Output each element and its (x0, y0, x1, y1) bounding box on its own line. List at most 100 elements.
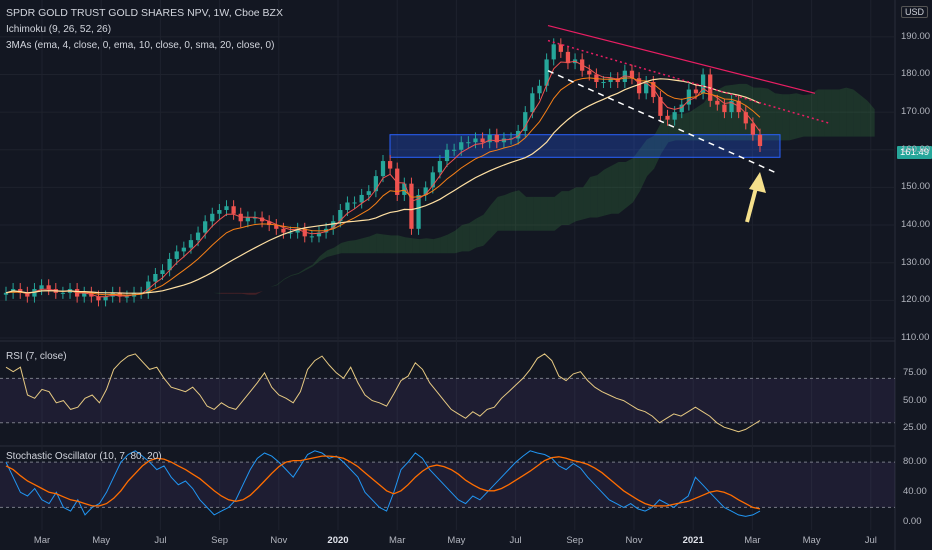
candle-body (267, 221, 272, 226)
rsi-legend[interactable]: RSI (7, close) (6, 351, 67, 362)
candle-body (195, 232, 201, 241)
stoch-d-line (5, 455, 761, 510)
candle-body (288, 232, 293, 234)
rsi-axis-label: 50.00 (903, 394, 927, 406)
stochastic-axis-label: 80.00 (903, 456, 927, 468)
time-axis-label: Jul (509, 535, 522, 546)
candle-body (18, 289, 23, 293)
candle-body (615, 78, 620, 82)
candle-body (373, 176, 379, 192)
time-axis-label: Jul (864, 535, 877, 546)
candle-body (487, 134, 492, 143)
candle-body (608, 78, 613, 82)
candle-body (587, 70, 592, 75)
candle-body (551, 44, 556, 60)
candle-body (252, 217, 258, 219)
chart-title: SPDR GOLD TRUST GOLD SHARES NPV, 1W, Cbo… (6, 7, 283, 19)
candle-body (644, 82, 649, 94)
price-axis-label: 190.00 (901, 30, 931, 42)
candle-body (210, 213, 215, 222)
candle-body (544, 59, 549, 86)
candle-body (636, 78, 642, 94)
stochastic-panel (0, 450, 895, 517)
currency-badge[interactable]: USD (900, 6, 928, 18)
candle-body (651, 82, 656, 98)
mas-legend[interactable]: 3MAs (ema, 4, close, 0, ema, 10, close, … (6, 40, 275, 51)
candle-body (82, 292, 87, 297)
candle-body (523, 112, 528, 131)
arrow-annotation (745, 172, 766, 223)
candle-body (39, 285, 44, 290)
candle-body (409, 183, 414, 229)
chart-grid (0, 0, 896, 550)
price-axis-label: 140.00 (901, 219, 931, 231)
arrow-head (749, 172, 766, 193)
candle-body (629, 70, 635, 79)
candle-body (700, 74, 706, 94)
candle-body (60, 292, 66, 294)
candle-body (437, 161, 443, 173)
candle-body (757, 134, 763, 146)
time-axis-label: Mar (33, 535, 51, 546)
candle-body (416, 194, 421, 229)
candle-body (245, 217, 250, 222)
candle-body (366, 191, 371, 195)
candle-body (530, 93, 535, 113)
ichimoku-legend[interactable]: Ichimoku (9, 26, 52, 26) (6, 24, 112, 35)
candle-body (451, 149, 457, 151)
candle-body (32, 289, 37, 297)
time-axis-label: 2021 (682, 535, 704, 546)
candle-body (331, 221, 336, 229)
candle-body (295, 228, 300, 233)
time-axis-label: Nov (270, 535, 288, 546)
candle-body (274, 225, 279, 229)
candle-body (167, 258, 172, 271)
candle-body (743, 112, 748, 124)
candle-body (686, 89, 692, 105)
resistance-dotted-line (547, 39, 831, 125)
candle-body (473, 138, 478, 143)
candle-body (565, 51, 571, 64)
candle-body (203, 221, 208, 233)
candle-body (181, 247, 186, 252)
candle-body (96, 296, 101, 301)
price-tag: 161.49 (897, 146, 932, 159)
candle-body (387, 161, 393, 169)
time-axis-label: Jul (154, 535, 167, 546)
rsi-panel (0, 353, 895, 433)
price-axis-label: 160.00 (901, 143, 931, 155)
time-axis-label: May (802, 535, 821, 546)
stochastic-axis-label: 0.00 (903, 516, 922, 528)
candle-body (124, 296, 130, 298)
candle-body (316, 232, 322, 237)
price-axis-label: 180.00 (901, 68, 931, 80)
candle-body (359, 194, 364, 203)
time-axis-label: Nov (625, 535, 643, 546)
stochastic-axis-label: 40.00 (903, 486, 927, 498)
candle-body (459, 142, 464, 150)
candle-body (352, 202, 357, 204)
candle-body (722, 104, 727, 113)
candle-body (402, 183, 407, 195)
rsi-axis-label: 75.00 (903, 366, 927, 378)
candle-body (231, 206, 236, 214)
time-axis-label: Mar (389, 535, 406, 546)
candle-body (750, 123, 756, 135)
time-axis-label: 2020 (327, 535, 349, 546)
candle-body (380, 161, 386, 177)
price-axis-label: 150.00 (901, 181, 931, 193)
candle-body (466, 142, 471, 144)
candle-body (537, 85, 542, 94)
candle-body (188, 240, 194, 248)
candle-body (345, 202, 350, 210)
support-zone (389, 134, 781, 158)
time-axis-label: Sep (211, 535, 229, 546)
candle-body (160, 270, 165, 274)
stoch-k-line (5, 450, 761, 517)
candle-body (3, 292, 9, 295)
candle-body (672, 112, 677, 120)
stochastic-legend[interactable]: Stochastic Oscillator (10, 7, 80, 20) (6, 451, 162, 462)
candle-body (480, 138, 485, 143)
candle-body (238, 213, 243, 222)
